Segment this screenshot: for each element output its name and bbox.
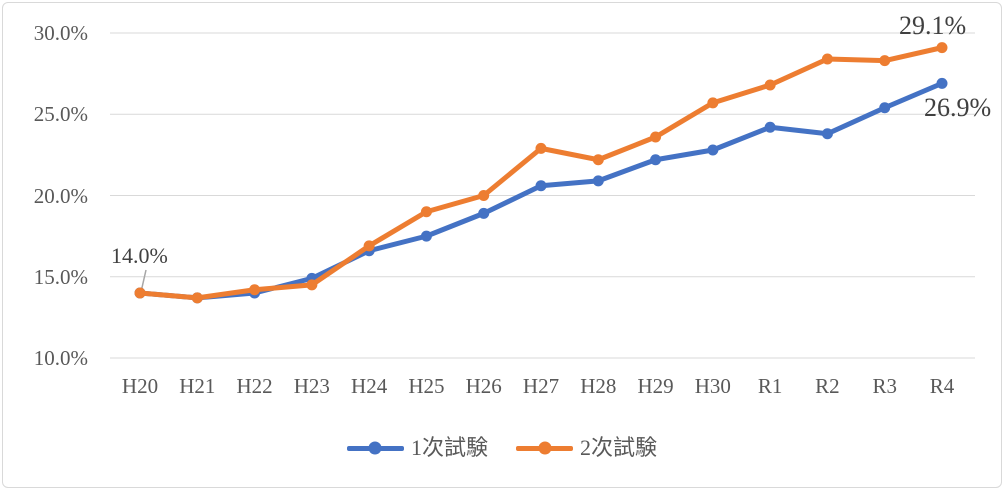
x-axis-category-label: H22 [236,374,273,398]
data-point-2次試験-H28 [592,154,604,166]
y-axis-tick-label: 30.0% [33,21,88,45]
x-axis-category-label: H20 [121,374,159,398]
x-axis-category-label: H21 [179,374,216,398]
legend-label-series-2: 2次試験 [580,435,658,460]
data-point-1次試験-R4 [936,77,948,89]
data-point-2次試験-R2 [821,53,833,65]
dot-icon [368,441,382,455]
x-axis-category-label: H25 [408,374,445,398]
x-axis-category-label: H27 [522,374,560,398]
line-marker-icon [346,441,404,455]
legend-item-series-2: 2次試験 [516,436,657,460]
data-point-1次試験-R3 [879,102,891,114]
line-marker-icon [516,441,573,455]
data-point-1次試験-H29 [650,154,662,166]
legend-label-series-1: 1次試験 [410,435,488,460]
y-axis-tick-label: 15.0% [33,264,88,289]
data-point-1次試験-H28 [592,175,604,187]
data-point-1次試験-H30 [707,144,719,156]
annotation-end-orange-value: 29.1% [899,11,967,40]
data-point-2次試験-H25 [420,206,432,218]
data-point-2次試験-H26 [478,190,490,201]
x-axis-category-label: R3 [872,374,897,398]
annotation-start-value: 14.0% [111,243,168,268]
dot-icon [538,441,551,455]
data-point-1次試験-H26 [478,207,490,219]
data-point-2次試験-H27 [535,142,547,154]
x-axis-category-label: H26 [465,374,502,398]
data-point-2次試験-H22 [249,284,261,296]
data-point-2次試験-H23 [306,279,318,291]
series-line-2 [137,45,945,301]
data-point-2次試験-H24 [363,240,375,252]
chart-legend: 1次試験 2次試験 [0,436,1004,460]
data-point-2次試験-R3 [879,55,891,67]
legend-item-series-1: 1次試験 [346,435,488,460]
x-axis-category-label: H30 [694,374,731,398]
data-point-2次試験-H29 [650,131,662,143]
data-point-2次試験-R1 [764,79,776,91]
y-axis-tick-label: 20.0% [33,183,88,208]
x-axis-category-label: H23 [293,374,330,398]
data-point-1次試験-R1 [764,121,776,133]
data-point-2次試験-H30 [707,97,719,109]
x-axis-category-label: R2 [815,374,840,398]
annotation-end-blue-value: 26.9% [924,93,992,122]
data-point-2次試験-H21 [191,292,203,304]
x-axis-category-label: H24 [351,374,388,398]
data-point-2次試験-R4 [936,42,948,54]
x-axis-category-label: R4 [929,374,955,398]
x-axis-category-label: R1 [757,374,783,398]
x-axis-category-label: H28 [580,374,617,398]
x-axis-category-label: H29 [637,374,674,398]
data-point-1次試験-H27 [535,180,547,192]
data-point-1次試験-R2 [821,128,833,140]
y-axis-tick-label: 10.0% [33,346,88,370]
data-point-1次試験-H25 [420,230,432,242]
data-point-2次試験-H20 [134,287,146,299]
y-axis-tick-label: 25.0% [33,102,88,127]
